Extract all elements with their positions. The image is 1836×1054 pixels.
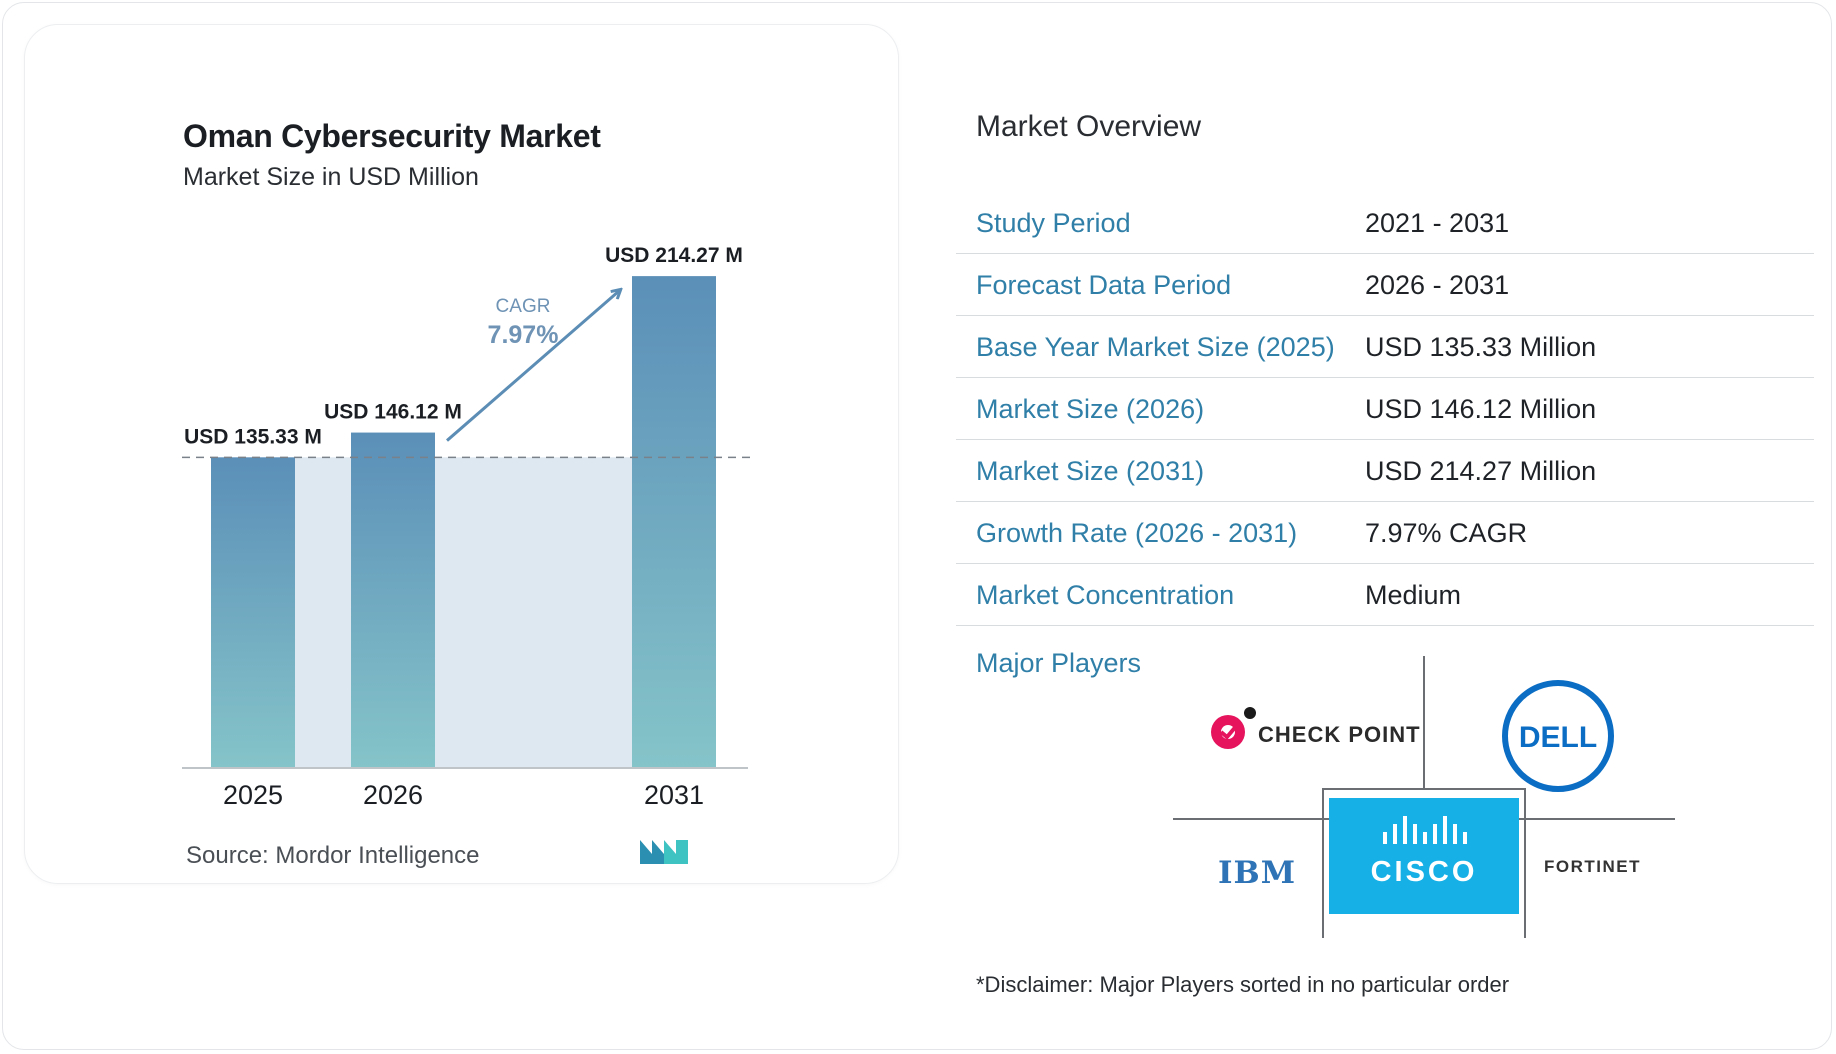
overview-row-growth-rate: Growth Rate (2026 - 2031) 7.97% CAGR — [956, 502, 1814, 564]
bar-chart: USD 135.33 M 2025 USD 146.12 M 2026 USD 214.… — [182, 244, 752, 810]
overview-value: 2026 - 2031 — [1365, 270, 1510, 300]
cisco-bars-icon — [1383, 816, 1467, 844]
category-label-2026: 2026 — [363, 780, 423, 810]
overview-value: Medium — [1365, 580, 1462, 610]
dell-logo-text: DELL — [1519, 721, 1597, 754]
chart-subtitle: Market Size in USD Million — [183, 163, 479, 191]
overview-label: Forecast Data Period — [976, 270, 1232, 300]
mordor-logo-icon — [640, 840, 688, 864]
base-level-band — [211, 457, 716, 768]
check-point-logo-text: CHECK POINT — [1258, 722, 1421, 747]
bar-2031 — [632, 276, 716, 768]
cisco-frame-right — [1524, 788, 1526, 938]
dell-logo-icon: DELL — [1502, 680, 1614, 792]
overview-row-study-period: Study Period 2021 - 2031 — [956, 192, 1814, 254]
overview-value: USD 146.12 Million — [1365, 394, 1597, 424]
category-label-2025: 2025 — [223, 780, 283, 810]
cisco-logo-text: CISCO — [1370, 856, 1478, 888]
source-text: Source: Mordor Intelligence — [186, 842, 480, 870]
overview-row-forecast-period: Forecast Data Period 2026 - 2031 — [956, 254, 1814, 316]
check-point-logo-icon — [1211, 707, 1256, 749]
overview-row-concentration: Market Concentration Medium — [956, 564, 1814, 626]
overview-value: 2021 - 2031 — [1365, 208, 1510, 238]
overview-value: 7.97% CAGR — [1365, 518, 1528, 548]
bar-2026 — [351, 432, 435, 768]
overview-label: Market Size (2031) — [976, 456, 1205, 486]
source-label: Source: — [186, 842, 269, 869]
overview-value: USD 135.33 Million — [1365, 332, 1597, 362]
cisco-logo: CISCO — [1329, 798, 1519, 914]
overview-row-size-2031: Market Size (2031) USD 214.27 Million — [956, 440, 1814, 502]
overview-label: Base Year Market Size (2025) — [976, 332, 1335, 362]
category-label-2031: 2031 — [644, 780, 704, 810]
cisco-frame-left — [1322, 788, 1324, 938]
value-label-2026: USD 146.12 M — [324, 401, 462, 424]
chart-title: Oman Cybersecurity Market — [183, 118, 601, 154]
disclaimer-text: *Disclaimer: Major Players sorted in no … — [976, 972, 1510, 997]
cagr-value: 7.97% — [488, 321, 559, 349]
grid-line-vertical-top — [1423, 656, 1425, 788]
overview-row-base-year-size: Base Year Market Size (2025) USD 135.33 … — [956, 316, 1814, 378]
overview-label: Market Size (2026) — [976, 394, 1205, 424]
overview-row-size-2026: Market Size (2026) USD 146.12 Million — [956, 378, 1814, 440]
cisco-frame-top — [1322, 788, 1526, 790]
source-name: Mordor Intelligence — [275, 842, 480, 869]
value-label-2025: USD 135.33 M — [184, 425, 322, 448]
value-label-2031: USD 214.27 M — [605, 244, 743, 267]
fortinet-logo-text: FORTINET — [1544, 857, 1641, 876]
ibm-logo-text: IBM — [1218, 855, 1297, 891]
major-players-label: Major Players — [976, 648, 1142, 678]
overview-label: Market Concentration — [976, 580, 1235, 610]
cagr-label: CAGR — [496, 296, 551, 317]
overview-label: Growth Rate (2026 - 2031) — [976, 518, 1298, 548]
bar-2025 — [211, 457, 295, 768]
market-overview-title: Market Overview — [976, 110, 1202, 143]
overview-label: Study Period — [976, 208, 1131, 238]
cagr-arrow — [446, 290, 620, 442]
overview-value: USD 214.27 Million — [1365, 456, 1597, 486]
